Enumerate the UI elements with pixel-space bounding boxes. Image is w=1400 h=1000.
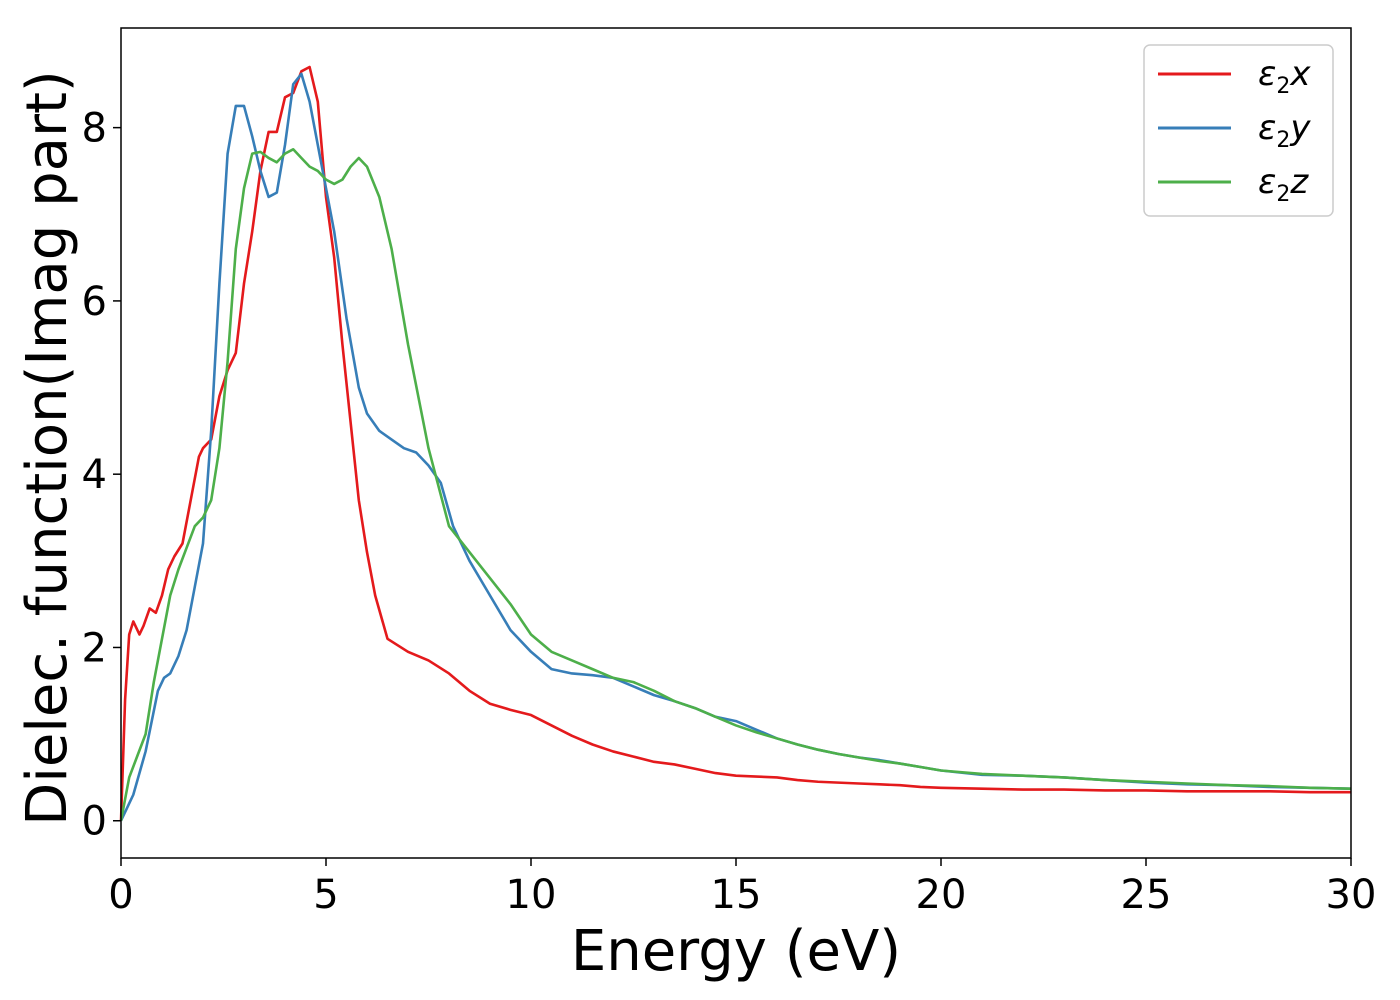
series-line-z [119, 147, 1352, 821]
x-tick-label: 25 [1121, 872, 1172, 918]
x-tick-label: 30 [1326, 872, 1377, 918]
legend-subscript: 2 [1276, 182, 1290, 207]
legend-label-y: ε2y [1258, 108, 1311, 153]
y-tick-label: 0 [82, 799, 107, 845]
y-axis-label: Dielec. function(Imag part) [15, 70, 80, 826]
x-axis-ticks: 0 5 10 15 20 25 30 [108, 858, 1376, 918]
x-axis-label: Energy (eV) [571, 919, 901, 984]
legend-variable: y [1289, 108, 1311, 148]
legend-label-x: ε2x [1258, 54, 1311, 99]
legend-symbol: ε [1258, 54, 1276, 94]
x-tick-label: 10 [506, 872, 557, 918]
y-tick-label: 2 [82, 625, 107, 671]
y-tick-label: 6 [82, 279, 107, 325]
legend-subscript: 2 [1276, 128, 1290, 153]
x-tick-label: 15 [711, 872, 762, 918]
x-tick-label: 5 [313, 872, 338, 918]
x-tick-label: 20 [916, 872, 967, 918]
x-tick-label: 0 [108, 872, 133, 918]
legend-variable: z [1289, 162, 1309, 202]
legend-box [1143, 44, 1334, 217]
series-layer [119, 65, 1352, 822]
legend-symbol: ε [1258, 162, 1276, 202]
legend-label-z: ε2z [1258, 162, 1309, 207]
legend-symbol: ε [1258, 108, 1276, 148]
series-line-x [119, 65, 1351, 821]
legend-variable: x [1289, 54, 1311, 94]
y-tick-label: 8 [82, 106, 107, 152]
legend-subscript: 2 [1276, 74, 1290, 99]
y-tick-label: 4 [82, 452, 107, 498]
y-axis-ticks: 0 2 4 6 8 [82, 106, 121, 845]
